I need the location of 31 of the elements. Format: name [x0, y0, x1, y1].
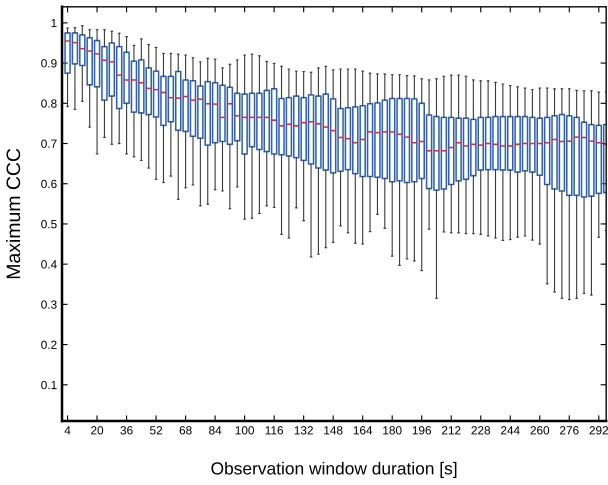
- x-tick-label: 100: [236, 426, 254, 435]
- x-tick-label: 260: [530, 426, 550, 435]
- x-tick-label: 116: [266, 426, 284, 435]
- x-tick-label: 52: [150, 426, 162, 435]
- x-tick-label: 228: [471, 426, 490, 435]
- y-tick-label: 0.6: [41, 180, 57, 188]
- y-tick-label: 0.2: [41, 340, 57, 349]
- x-tick-label: 132: [294, 426, 313, 435]
- x-tick-label: 148: [324, 426, 343, 435]
- y-tick-label: 0.9: [41, 59, 57, 68]
- x-tick-label: 164: [354, 426, 372, 435]
- y-tick-label: 0.5: [41, 220, 57, 228]
- y-tick-label: 0.3: [41, 300, 57, 309]
- x-tick-label: 36: [120, 426, 133, 435]
- x-tick-label: 196: [412, 426, 432, 435]
- x-tick-label: 20: [91, 426, 104, 435]
- x-tick-label: 4: [64, 426, 70, 434]
- y-tick-label: 0.7: [41, 140, 57, 148]
- x-axis-title: Observation window duration [s]: [211, 462, 456, 478]
- y-tick-label: 0.1: [41, 380, 57, 390]
- y-tick-label: 1: [51, 19, 57, 28]
- x-tick-label: 212: [442, 426, 460, 434]
- x-tick-label: 276: [560, 426, 579, 435]
- x-tick-label: 68: [180, 426, 192, 435]
- x-tick-label: 292: [590, 426, 608, 435]
- y-axis-title: Maximum CCC: [6, 148, 20, 278]
- y-tick-label: 0.8: [41, 99, 57, 108]
- y-tick-label: 0.4: [41, 260, 57, 269]
- x-tick-label: 180: [383, 426, 402, 435]
- x-tick-label: 84: [209, 426, 222, 435]
- x-tick-label: 244: [501, 426, 520, 434]
